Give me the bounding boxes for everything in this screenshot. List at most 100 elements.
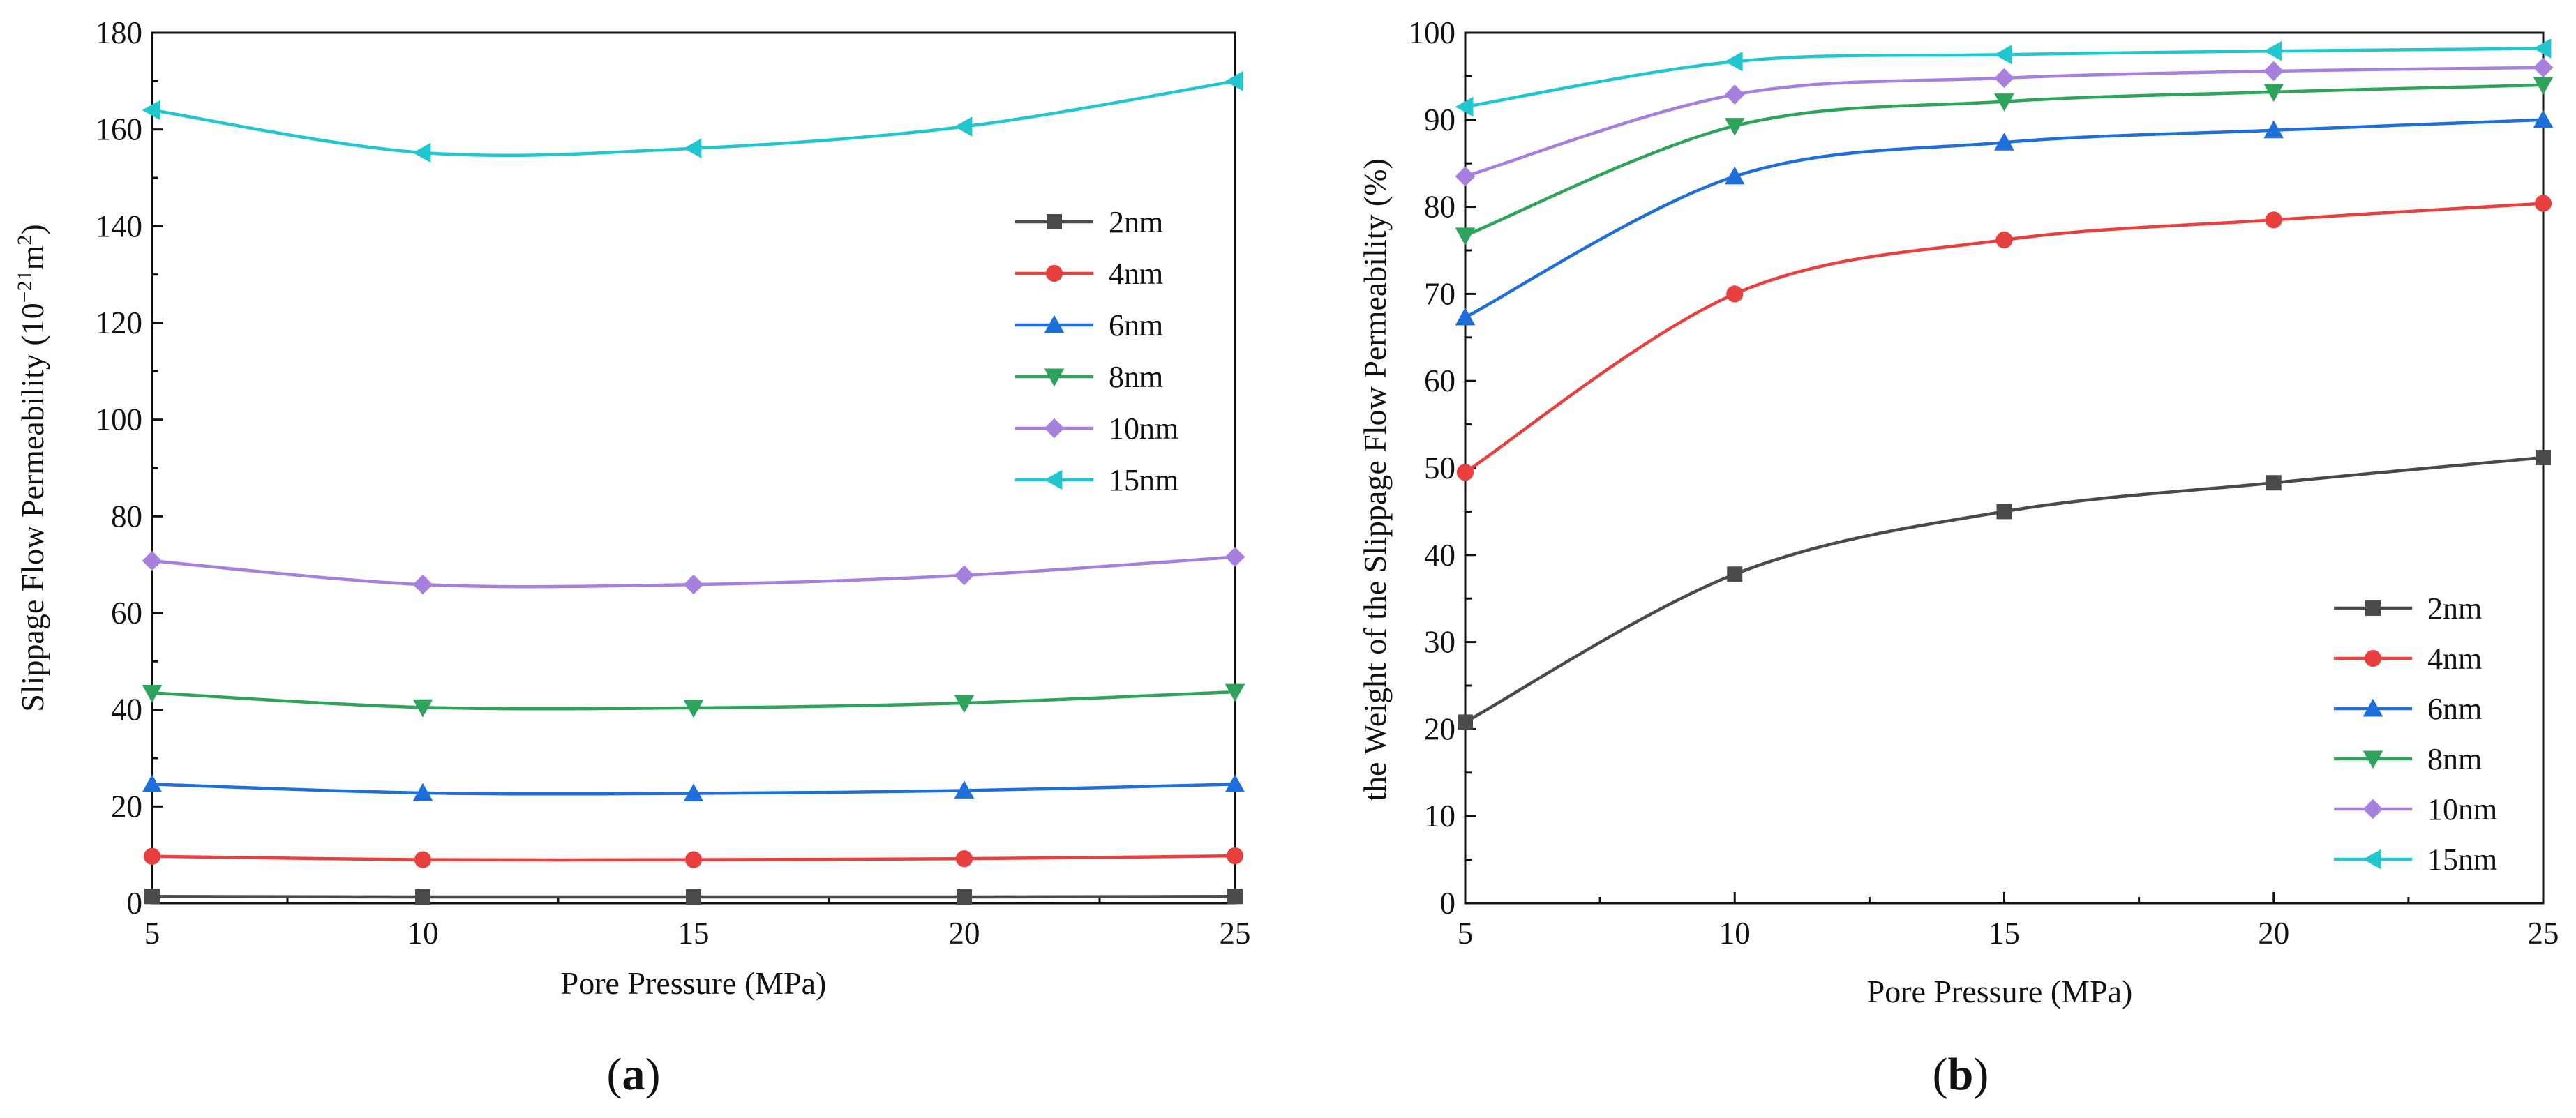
chart-a-x-tick-label: 10 xyxy=(407,916,439,951)
chart-a-x-tick-label: 25 xyxy=(1220,916,1251,951)
chart-b-y-tick-label: 60 xyxy=(1424,363,1455,398)
chart-b-point-8nm xyxy=(1724,118,1745,136)
chart-a-y-tick-label: 0 xyxy=(127,886,143,921)
chart-a-plot-frame xyxy=(151,31,1236,905)
chart-b-y-tick-label: 30 xyxy=(1424,625,1455,660)
legend-a-swatch-marker-4nm xyxy=(1045,264,1063,282)
chart-b-series-line-2nm xyxy=(1464,455,2544,724)
chart-a-y-label-unit: m xyxy=(15,245,50,270)
chart-b-point-6nm xyxy=(1455,307,1476,326)
chart-a-point-15nm xyxy=(683,138,702,159)
chart-b-y-tick-label: 0 xyxy=(1440,886,1456,921)
chart-b-y-tick-label: 10 xyxy=(1424,799,1455,833)
chart-a-point-2nm xyxy=(144,889,160,905)
chart-a-point-8nm xyxy=(412,699,433,718)
chart-b-x-axis-label: Pore Pressure (MPa) xyxy=(1867,974,2133,1009)
chart-a-point-6nm xyxy=(412,783,433,801)
chart-b-y-tick-label: 100 xyxy=(1409,15,1456,50)
chart-a-point-4nm xyxy=(414,851,432,868)
chart-b-point-10nm xyxy=(1994,68,2014,89)
chart-b-panel-label: (b) xyxy=(1933,1049,1989,1100)
chart-a-y-tick-label: 40 xyxy=(111,693,142,727)
chart-a-point-10nm xyxy=(412,574,433,595)
chart-a-y-tick-label: 180 xyxy=(96,15,143,50)
chart-a-y-tick-label: 60 xyxy=(111,596,142,630)
chart-b-legend: 2nm 4nm 6nm 8nm 10nm 15nm xyxy=(2334,591,2497,877)
chart-b-point-2nm xyxy=(1458,714,1473,730)
chart-b-point-4nm xyxy=(2534,195,2552,212)
chart-a-y-label-unit-exp: 2 xyxy=(13,235,36,245)
chart-a-point-15nm xyxy=(954,116,973,137)
chart-b-point-15nm xyxy=(1455,96,1474,117)
chart-a-point-8nm xyxy=(142,684,163,703)
chart-b-y-tick-label: 50 xyxy=(1424,451,1455,485)
legend-a-swatch-marker-10nm xyxy=(1044,418,1065,439)
chart-a-legend: 2nm 4nm 6nm 8nm 10nm 15nm xyxy=(1015,205,1178,497)
chart-b: 5 10 15 20 25 0 10 20 30 40 50 60 70 80 90 100 2nm 4nm 6n… xyxy=(1357,15,2559,1100)
chart-b-point-10nm xyxy=(1455,166,1476,187)
legend-a-swatch-marker-15nm xyxy=(1044,469,1063,490)
chart-a-point-10nm xyxy=(954,565,975,586)
chart-b-markers xyxy=(1455,38,2554,730)
chart-b-point-6nm xyxy=(1994,132,2014,151)
chart-b-point-10nm xyxy=(1724,84,1745,105)
chart-a-series-lines xyxy=(151,80,1236,899)
legend-b-label-2nm: 2nm xyxy=(2427,591,2482,626)
legend-b-label-8nm: 8nm xyxy=(2427,742,2482,776)
chart-a-x-tick-label: 15 xyxy=(678,916,710,951)
chart-b-point-4nm xyxy=(1726,285,1744,303)
chart-b-point-15nm xyxy=(2263,40,2282,61)
chart-a-point-6nm xyxy=(142,774,163,792)
chart-a-y-tick-label: 80 xyxy=(111,499,142,534)
legend-a-swatch-marker-8nm xyxy=(1044,368,1065,387)
chart-a-point-8nm xyxy=(1225,683,1245,702)
chart-b-point-4nm xyxy=(1995,231,2013,249)
chart-a-point-6nm xyxy=(683,783,704,802)
legend-b-swatch-marker-8nm xyxy=(2362,750,2383,769)
chart-a-panel-label: (a) xyxy=(607,1049,661,1100)
chart-b-y-tick-label: 90 xyxy=(1424,103,1455,137)
chart-a-x-axis-label: Pore Pressure (MPa) xyxy=(561,965,827,1001)
chart-b-point-6nm xyxy=(1724,166,1745,185)
chart-b-y-tick-label: 40 xyxy=(1424,538,1455,573)
chart-a-point-8nm xyxy=(683,700,704,718)
chart-a-y-label-suffix: ) xyxy=(15,224,50,234)
chart-b-point-8nm xyxy=(2533,77,2554,96)
chart-a-x-tick-label: 20 xyxy=(949,916,980,951)
chart-a-y-tick-label: 20 xyxy=(111,789,142,824)
chart-b-point-15nm xyxy=(1994,44,2012,65)
legend-a-label-2nm: 2nm xyxy=(1109,205,1163,239)
chart-b-ticks: 5 10 15 20 25 0 10 20 30 40 50 60 70 80 90 100 xyxy=(1409,15,2559,951)
legend-b-label-15nm: 15nm xyxy=(2427,843,2497,877)
chart-a-point-6nm xyxy=(1225,774,1245,792)
chart-a-y-tick-label: 100 xyxy=(96,402,143,437)
chart-a-y-label-prefix: Slippage Flow Permeability (10 xyxy=(15,303,50,711)
legend-b-swatch-marker-6nm xyxy=(2362,698,2383,717)
legend-a-label-10nm: 10nm xyxy=(1109,411,1178,446)
chart-a-point-10nm xyxy=(1225,547,1245,567)
chart-b-y-axis-label: the Weight of the Slippage Flow Permeabi… xyxy=(1357,158,1393,801)
chart-b-point-4nm xyxy=(1456,464,1474,481)
chart-a-point-4nm xyxy=(1226,847,1244,865)
chart-a-y-tick-label: 140 xyxy=(96,209,143,243)
chart-a-point-2nm xyxy=(1227,889,1243,905)
chart-a-markers xyxy=(142,71,1245,905)
chart-b-point-10nm xyxy=(2263,61,2284,82)
chart-b-panel-letter: b xyxy=(1948,1049,1974,1100)
chart-b-x-tick-label: 10 xyxy=(1719,916,1751,951)
chart-b-point-8nm xyxy=(2263,84,2284,103)
legend-b-swatch-marker-2nm xyxy=(2365,600,2381,616)
chart-a-y-axis-label: Slippage Flow Permeability (10−21m2) xyxy=(13,224,50,711)
legend-b-swatch-marker-15nm xyxy=(2362,849,2381,870)
chart-b-point-8nm xyxy=(1455,227,1476,246)
chart-b-y-tick-label: 70 xyxy=(1424,276,1455,311)
chart-b-point-4nm xyxy=(2265,211,2282,229)
chart-a-y-tick-label: 160 xyxy=(96,112,143,147)
chart-a-ticks: 5 10 15 20 25 0 20 40 60 80 100 120 140 160 180 xyxy=(96,15,1251,951)
legend-a-label-15nm: 15nm xyxy=(1109,463,1178,497)
chart-a-point-15nm xyxy=(1225,71,1243,91)
chart-a-point-10nm xyxy=(683,574,704,595)
legend-a-swatch-marker-6nm xyxy=(1044,315,1065,333)
chart-b-point-6nm xyxy=(2263,120,2284,139)
